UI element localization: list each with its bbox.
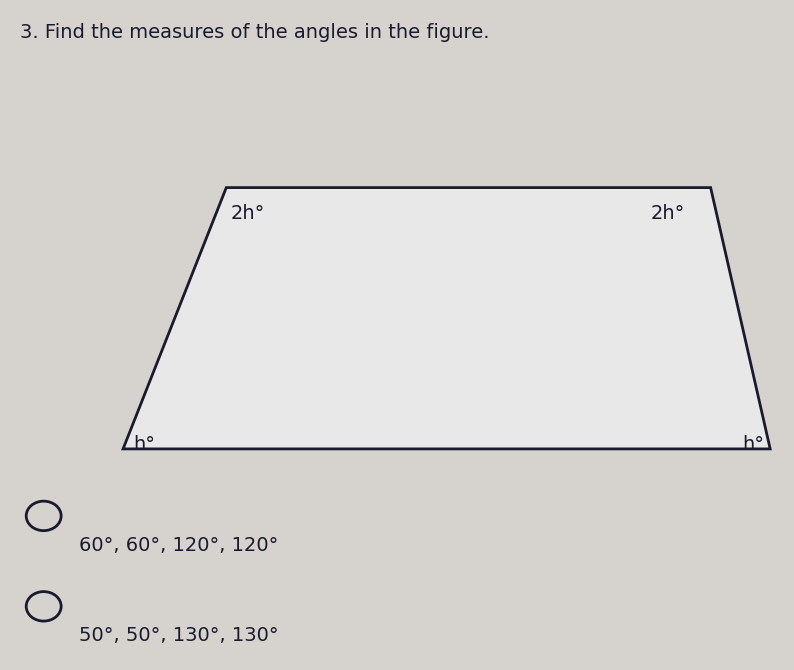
Text: 2h°: 2h° [651,204,685,223]
Text: h°: h° [742,436,765,454]
Polygon shape [123,188,770,449]
Text: 2h°: 2h° [230,204,264,223]
Text: 3. Find the measures of the angles in the figure.: 3. Find the measures of the angles in th… [20,23,489,42]
Text: h°: h° [133,436,156,454]
Text: 60°, 60°, 120°, 120°: 60°, 60°, 120°, 120° [79,536,279,555]
Text: 50°, 50°, 130°, 130°: 50°, 50°, 130°, 130° [79,626,279,645]
